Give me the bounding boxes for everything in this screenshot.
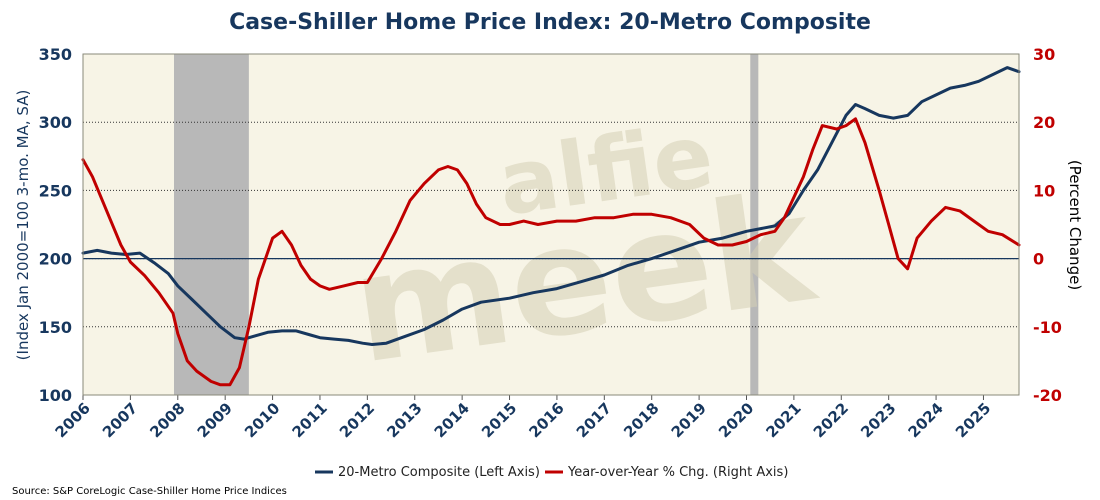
x-axis-ticks: 2006 2007 2008 2009 2010 2011 2012 2013 2014 2015… xyxy=(52,395,994,441)
x-tick-label: 2017 xyxy=(573,399,615,441)
x-tick-label: 2010 xyxy=(241,399,283,441)
recession-band-0 xyxy=(173,54,249,395)
x-tick-label: 2008 xyxy=(146,399,188,441)
plot-border xyxy=(82,53,1020,396)
x-tick-label: 2024 xyxy=(905,399,947,441)
legend-label-yoy: Year-over-Year % Chg. (Right Axis) xyxy=(567,465,788,480)
left-tick-label: 200 xyxy=(39,250,72,269)
left-axis-ticks: 100 150 200 250 300 350 xyxy=(39,45,72,405)
left-tick-label: 150 xyxy=(39,318,72,337)
source-note: Source: S&P CoreLogic Case-Shiller Home … xyxy=(12,486,287,497)
x-tick-label: 2019 xyxy=(668,399,710,441)
x-tick-label: 2013 xyxy=(383,399,425,441)
gridlines xyxy=(83,121,1019,328)
x-tick-label: 2011 xyxy=(289,399,331,441)
x-tick-label: 2015 xyxy=(478,399,520,441)
x-tick-label: 2022 xyxy=(810,399,852,441)
x-tick-label: 2009 xyxy=(194,399,236,441)
right-tick-label: 20 xyxy=(1033,113,1055,132)
right-tick-label: -10 xyxy=(1033,318,1062,337)
left-tick-label: 300 xyxy=(39,113,72,132)
x-tick-label: 2006 xyxy=(52,399,94,441)
x-tick-label: 2025 xyxy=(952,399,994,441)
x-tick-label: 2016 xyxy=(526,399,568,441)
right-tick-label: -20 xyxy=(1033,386,1062,405)
x-tick-label: 2021 xyxy=(762,399,804,441)
right-tick-label: 30 xyxy=(1033,45,1055,64)
x-tick-label: 2020 xyxy=(715,399,757,441)
legend: 20-Metro Composite (Left Axis) Year-over… xyxy=(315,465,788,480)
right-tick-label: 10 xyxy=(1033,181,1055,200)
right-tick-label: 0 xyxy=(1033,250,1044,269)
y-axis-right-label: (Percent Change) xyxy=(1066,160,1084,290)
x-tick-label: 2007 xyxy=(99,399,141,441)
left-tick-label: 250 xyxy=(39,181,72,200)
series-lines xyxy=(81,66,1021,387)
x-tick-label: 2023 xyxy=(857,399,899,441)
x-tick-label: 2018 xyxy=(620,399,662,441)
recession-band-1 xyxy=(750,54,759,395)
y-axis-left-label: (Index Jan 2000=100 3-mo. MA, SA) xyxy=(14,90,32,361)
left-tick-label: 350 xyxy=(39,45,72,64)
series-line-composite xyxy=(81,66,1021,346)
left-tick-label: 100 xyxy=(39,386,72,405)
right-axis-ticks: -20 -10 0 10 20 30 xyxy=(1033,45,1062,405)
x-tick-label: 2014 xyxy=(431,399,473,441)
legend-label-composite: 20-Metro Composite (Left Axis) xyxy=(338,465,540,480)
chart-title: Case-Shiller Home Price Index: 20-Metro … xyxy=(229,10,871,35)
series-line-yoy xyxy=(81,117,1021,387)
x-tick-label: 2012 xyxy=(336,399,378,441)
